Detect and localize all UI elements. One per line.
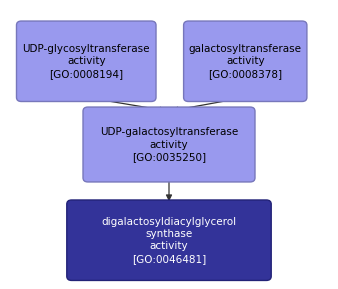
FancyBboxPatch shape <box>83 107 255 182</box>
Text: digalactosyldiacylglycerol
synthase
activity
[GO:0046481]: digalactosyldiacylglycerol synthase acti… <box>101 217 237 264</box>
Text: UDP-glycosyltransferase
activity
[GO:0008194]: UDP-glycosyltransferase activity [GO:000… <box>23 44 150 79</box>
FancyBboxPatch shape <box>184 21 307 101</box>
FancyBboxPatch shape <box>67 200 271 280</box>
FancyBboxPatch shape <box>17 21 156 101</box>
Text: galactosyltransferase
activity
[GO:0008378]: galactosyltransferase activity [GO:00083… <box>189 44 302 79</box>
Text: UDP-galactosyltransferase
activity
[GO:0035250]: UDP-galactosyltransferase activity [GO:0… <box>100 127 238 162</box>
